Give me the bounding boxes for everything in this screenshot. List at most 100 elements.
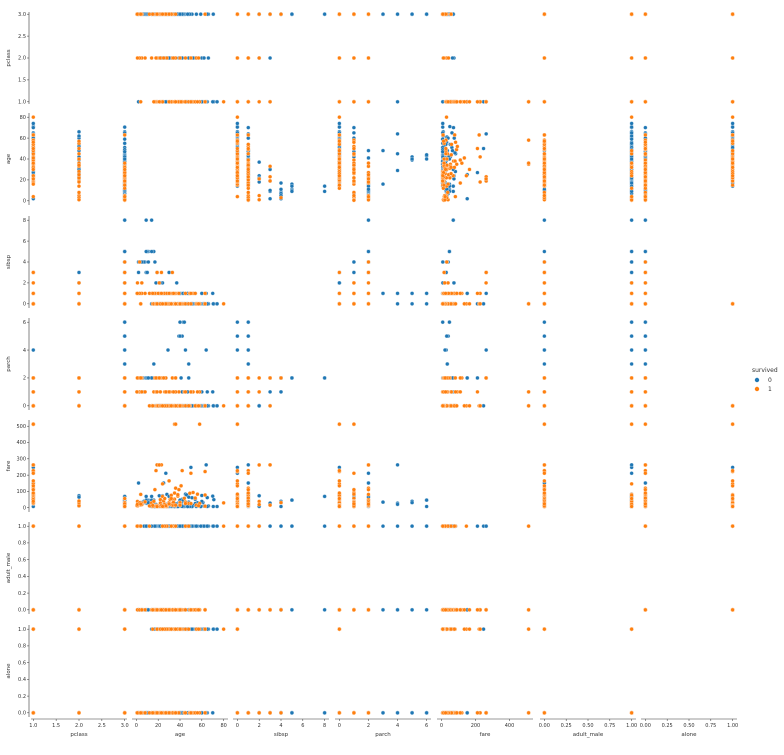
data-point [31,389,36,394]
data-point [443,146,448,151]
data-point [122,137,127,142]
data-point [442,156,447,162]
panel-parch-vs-pclass [31,320,127,408]
x-tick-label: 3.0 [121,723,129,729]
data-point [235,156,240,162]
data-point [337,148,342,153]
data-point [153,375,159,380]
y-tick-label: 500 [16,424,26,430]
data-point [268,188,273,193]
panel-pclass-vs-alone [643,12,735,104]
data-point [155,270,160,275]
data-point [451,189,456,194]
data-point [76,184,82,189]
y-tick-label: 2.5 [18,34,26,40]
data-point [257,55,262,61]
data-point [31,348,36,353]
data-point [235,348,240,353]
panel-parch-vs-age [134,320,226,408]
data-point [31,291,36,296]
data-point [246,334,251,339]
data-point [629,301,634,306]
data-point [173,375,178,380]
data-point [730,165,735,170]
data-point [268,389,273,394]
data-point [143,55,148,61]
data-point [410,291,415,296]
data-point [395,99,400,104]
data-point [366,280,371,285]
data-point [475,291,480,296]
data-point [366,218,371,223]
data-point [210,389,215,394]
data-point [351,167,356,172]
data-point [76,375,82,380]
data-point [157,280,162,285]
x-axis-label-pclass: pclass [70,732,87,738]
data-point [629,218,634,223]
data-point [122,125,127,130]
data-point [76,163,82,168]
y-tick-label: 3.0 [18,12,26,18]
panel-sibsp-vs-parch [337,218,429,306]
data-point [366,12,371,17]
data-point [221,403,226,408]
data-point [173,99,178,104]
data-point [246,99,251,104]
data-point [143,291,148,296]
y-tick-label: 2 [23,281,26,287]
x-tick-label: 6 [425,723,428,729]
y-tick-label: 1.0 [18,100,26,106]
data-point [451,218,456,223]
data-point [122,389,127,394]
data-point [122,156,127,162]
data-point [122,141,127,146]
data-point [186,403,191,408]
x-tick-label: 60 [199,723,205,729]
data-point [278,187,284,192]
data-point [643,167,648,172]
data-point [31,375,36,380]
x-tick-label: 0 [440,723,443,729]
data-point [447,320,452,325]
data-point [451,125,456,130]
data-point [366,161,371,166]
data-point [31,167,36,172]
data-point [182,320,187,325]
data-point [246,403,251,408]
data-point [629,334,634,339]
data-point [337,115,342,120]
data-point [453,194,458,199]
x-tick-label: 2 [258,723,261,729]
data-point [246,125,251,130]
data-point [337,301,342,306]
data-point [629,148,634,153]
data-point [366,148,371,153]
data-point [144,218,149,223]
data-point [155,12,160,17]
data-point [542,375,547,380]
data-point [454,403,459,408]
data-point [458,375,463,380]
data-point [211,301,216,306]
data-point [76,156,82,162]
data-point [643,270,648,275]
data-point [31,194,36,199]
data-point [366,259,371,265]
data-point [257,375,262,380]
data-point [629,375,634,380]
panel-pclass-vs-age [134,12,226,104]
data-point [351,12,356,17]
y-tick-label: 80 [20,115,26,121]
data-point [440,178,445,184]
data-point [629,320,634,325]
data-point [122,280,127,285]
data-point [542,259,547,265]
data-point [526,138,531,143]
data-point [122,320,127,325]
data-point [380,12,386,17]
data-point [730,55,735,61]
data-point [160,12,165,17]
data-point [440,403,445,408]
data-point [542,146,547,151]
